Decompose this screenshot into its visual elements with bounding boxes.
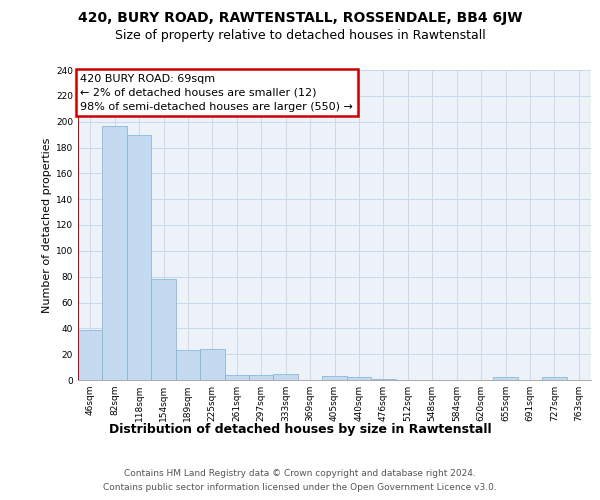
Bar: [322, 376, 347, 380]
Bar: [200, 349, 224, 380]
Bar: [151, 279, 176, 380]
Bar: [542, 378, 566, 380]
Text: 420 BURY ROAD: 69sqm
← 2% of detached houses are smaller (12)
98% of semi-detach: 420 BURY ROAD: 69sqm ← 2% of detached ho…: [80, 74, 353, 112]
Text: Contains public sector information licensed under the Open Government Licence v3: Contains public sector information licen…: [103, 484, 497, 492]
Bar: [274, 374, 298, 380]
Y-axis label: Number of detached properties: Number of detached properties: [42, 138, 52, 312]
Text: Distribution of detached houses by size in Rawtenstall: Distribution of detached houses by size …: [109, 422, 491, 436]
Bar: [127, 134, 151, 380]
Bar: [78, 330, 103, 380]
Text: Contains HM Land Registry data © Crown copyright and database right 2024.: Contains HM Land Registry data © Crown c…: [124, 469, 476, 478]
Bar: [176, 350, 200, 380]
Bar: [493, 378, 518, 380]
Bar: [371, 378, 395, 380]
Text: 420, BURY ROAD, RAWTENSTALL, ROSSENDALE, BB4 6JW: 420, BURY ROAD, RAWTENSTALL, ROSSENDALE,…: [78, 11, 522, 25]
Bar: [103, 126, 127, 380]
Bar: [224, 375, 249, 380]
Bar: [249, 375, 274, 380]
Text: Size of property relative to detached houses in Rawtenstall: Size of property relative to detached ho…: [115, 29, 485, 42]
Bar: [347, 378, 371, 380]
